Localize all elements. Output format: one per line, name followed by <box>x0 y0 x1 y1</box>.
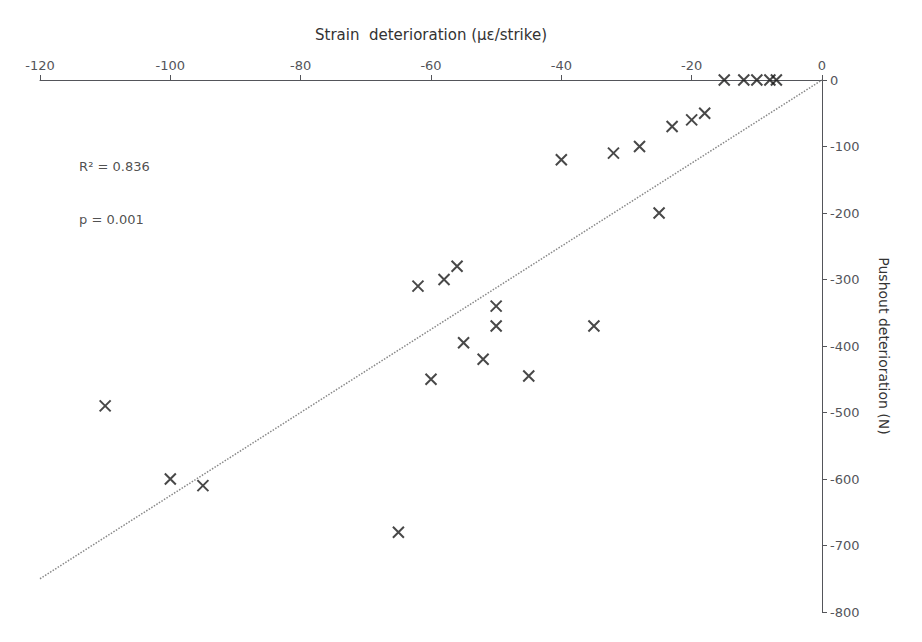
svg-text:-60: -60 <box>420 58 441 73</box>
svg-text:p = 0.001: p = 0.001 <box>79 212 144 227</box>
svg-text:-700: -700 <box>830 538 860 553</box>
svg-text:Pushout deterioration (N): Pushout deterioration (N) <box>876 257 892 434</box>
svg-text:R² = 0.836: R² = 0.836 <box>79 159 150 174</box>
svg-text:-20: -20 <box>681 58 702 73</box>
svg-text:-500: -500 <box>830 405 860 420</box>
svg-text:-40: -40 <box>551 58 572 73</box>
svg-text:-300: -300 <box>830 272 860 287</box>
svg-text:-120: -120 <box>25 58 55 73</box>
svg-text:-100: -100 <box>830 139 860 154</box>
svg-text:-400: -400 <box>830 339 860 354</box>
svg-text:-200: -200 <box>830 206 860 221</box>
svg-text:-600: -600 <box>830 472 860 487</box>
svg-text:0: 0 <box>818 58 826 73</box>
svg-text:0: 0 <box>830 73 838 88</box>
svg-text:-80: -80 <box>290 58 311 73</box>
svg-text:Strain deterioration (με/stri: Strain deterioration (με/strike) <box>315 26 547 44</box>
svg-text:-800: -800 <box>830 605 860 620</box>
svg-text:-100: -100 <box>156 58 186 73</box>
